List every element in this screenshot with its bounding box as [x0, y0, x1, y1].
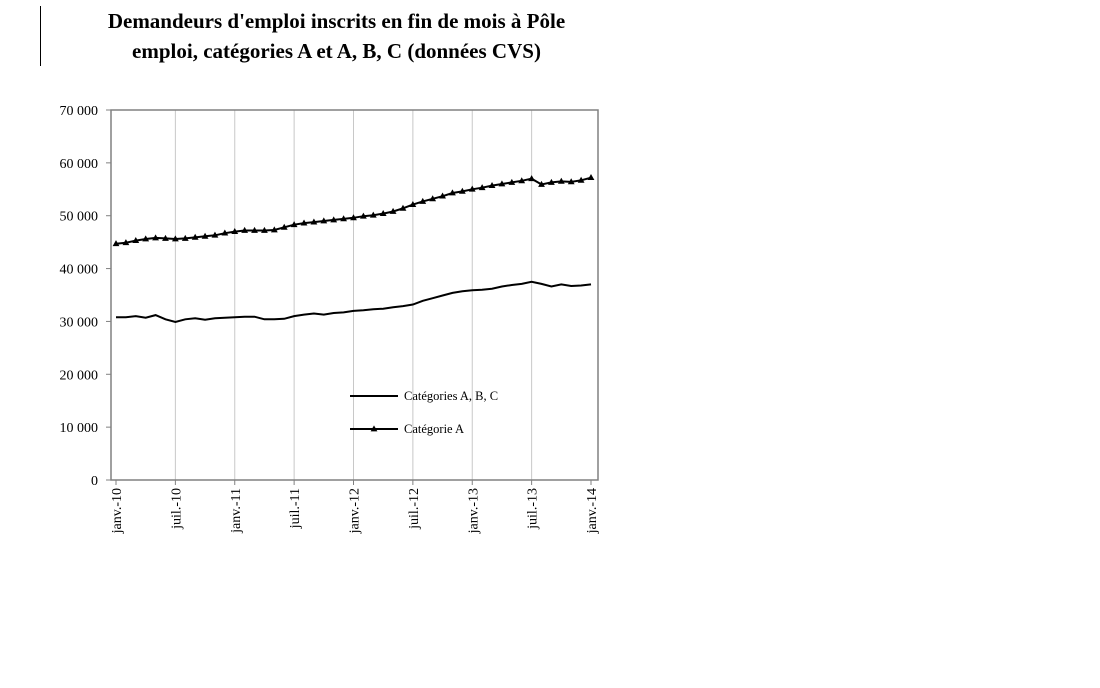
data-point — [152, 234, 159, 241]
x-tick-label: juil.-10 — [169, 488, 184, 530]
data-point — [340, 215, 348, 222]
y-tick-label: 0 — [91, 474, 98, 489]
data-point — [577, 176, 585, 183]
data-point — [508, 178, 516, 185]
x-tick-label: juil.-12 — [407, 488, 422, 530]
data-point — [548, 178, 555, 185]
y-tick-label: 20 000 — [60, 368, 99, 383]
data-point — [221, 229, 229, 236]
x-axis: janv.-10 juil.-10 janv.-11 juil.-11 janv.-12… — [110, 480, 600, 534]
y-tick-label: 60 000 — [60, 157, 99, 172]
x-tick-label: janv.-13 — [466, 488, 481, 534]
y-tick-label: 70 000 — [60, 104, 99, 119]
data-point — [300, 219, 308, 226]
data-point — [538, 180, 545, 187]
chart-title-line1: Demandeurs d'emploi inscrits en fin de m… — [107, 9, 566, 33]
data-point — [468, 185, 476, 192]
data-point — [557, 177, 565, 184]
data-point — [478, 184, 486, 191]
series-2 — [112, 174, 595, 247]
data-point — [191, 233, 199, 240]
x-tick-label: janv.-11 — [229, 488, 244, 534]
data-point — [261, 226, 268, 233]
y-tick-label: 50 000 — [60, 210, 99, 225]
data-point — [399, 204, 407, 211]
data-point — [330, 216, 338, 223]
x-tick-label: janv.-10 — [110, 488, 125, 534]
data-point — [241, 226, 249, 233]
plot-frame — [110, 109, 599, 481]
data-point — [171, 235, 179, 242]
data-point — [458, 187, 466, 194]
legend-label: Catégories A, B, C — [404, 389, 498, 403]
data-point — [122, 239, 130, 246]
y-tick-label: 10 000 — [60, 421, 99, 436]
series-line — [116, 280, 592, 324]
data-point — [359, 212, 367, 219]
data-point — [567, 178, 575, 185]
series-1 — [116, 280, 592, 324]
data-point — [162, 234, 169, 241]
data-point — [211, 231, 219, 238]
legend-marker — [370, 425, 378, 432]
data-point — [350, 214, 357, 221]
data-point — [270, 226, 278, 233]
y-tick-label: 30 000 — [60, 315, 99, 330]
data-point — [201, 232, 209, 239]
y-axis: 0 10 000 20 000 30 000 40 000 50 000 60 000 70 … — [60, 104, 111, 489]
data-point — [320, 217, 328, 224]
data-point — [488, 181, 496, 188]
y-tick-label: 40 000 — [60, 263, 99, 278]
data-point — [142, 235, 150, 242]
data-point — [587, 174, 595, 181]
data-point — [419, 197, 427, 204]
data-point — [409, 201, 417, 208]
x-tick-label: juil.-11 — [288, 488, 303, 529]
grid-lines — [174, 110, 533, 480]
data-point — [528, 175, 536, 182]
x-tick-label: janv.-14 — [585, 488, 600, 534]
x-tick-label: janv.-12 — [348, 488, 363, 534]
data-point — [379, 210, 387, 216]
data-point — [290, 221, 298, 228]
data-point — [439, 192, 446, 199]
data-point — [181, 234, 189, 241]
x-tick-label: juil.-13 — [526, 488, 541, 530]
chart-title-line2: emploi, catégories A et A, B, C (données… — [132, 39, 541, 63]
data-point — [498, 180, 506, 187]
series-group — [112, 174, 595, 324]
legend: Catégories A, B, C Catégorie A — [350, 389, 498, 436]
data-point — [310, 218, 318, 225]
data-point — [369, 211, 377, 218]
data-point — [449, 189, 456, 196]
chart-title: Demandeurs d'emploi inscrits en fin de m… — [40, 6, 630, 66]
legend-label: Catégorie A — [404, 422, 464, 436]
data-point — [132, 236, 140, 243]
data-point — [389, 207, 397, 214]
data-point — [429, 195, 437, 202]
data-point — [518, 177, 526, 184]
data-point — [231, 227, 239, 234]
data-point — [112, 240, 120, 247]
data-point — [280, 223, 288, 230]
data-point — [251, 226, 258, 233]
